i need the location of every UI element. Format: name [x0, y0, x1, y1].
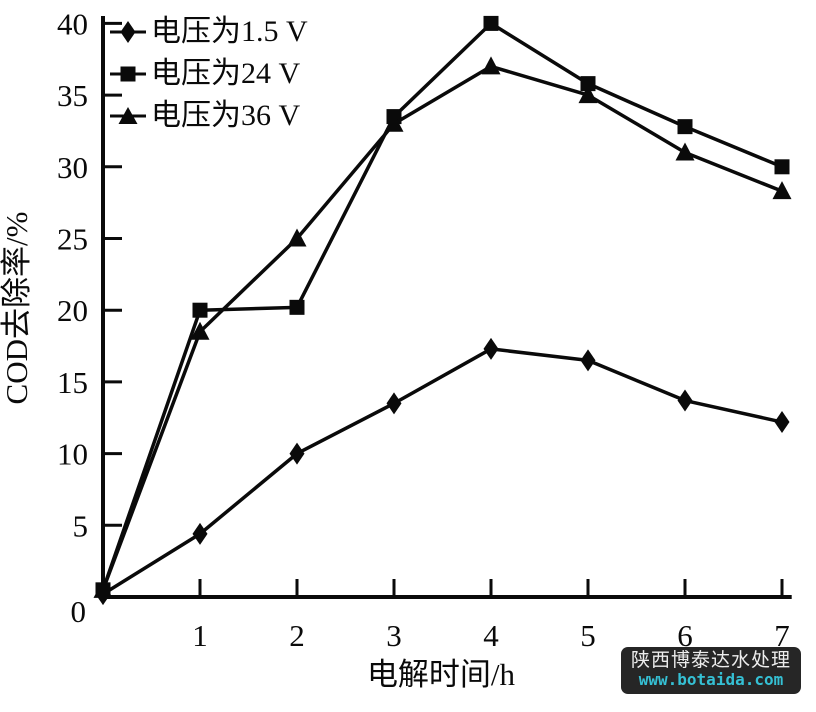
data-point-marker-series2: [578, 85, 598, 104]
x-tick-label: 7: [774, 618, 790, 653]
legend-label: 电压为24 V: [151, 57, 301, 90]
data-point-marker-series2: [675, 142, 695, 161]
y-tick-label: 40: [57, 6, 88, 41]
y-axis-label: COD去除率/%: [0, 212, 34, 405]
x-tick-label: 1: [192, 618, 208, 653]
data-point-marker-series0: [677, 389, 693, 412]
watermark-company-name: 陕西博泰达水处理: [631, 650, 792, 671]
y-tick-label: 25: [57, 222, 88, 257]
triangle-marker-icon: [110, 107, 146, 124]
data-point-marker-series1: [289, 299, 305, 315]
data-point-marker-series2: [190, 321, 210, 340]
origin-tick-label: 0: [71, 594, 87, 629]
data-point-marker-series0: [289, 442, 305, 465]
watermark-badge: 陕西博泰达水处理 www.botaida.com: [621, 647, 802, 694]
y-tick-label: 5: [73, 508, 89, 543]
legend-label: 电压为36 V: [151, 99, 301, 132]
legend-label: 电压为1.5 V: [151, 15, 308, 48]
data-point-marker-series2: [481, 56, 501, 75]
legend-item-1-5v: 电压为1.5 V: [106, 12, 308, 52]
y-tick-label: 35: [57, 78, 88, 113]
data-point-marker-series0: [774, 411, 790, 434]
diamond-marker-icon: [110, 21, 146, 43]
data-point-marker-series0: [192, 522, 208, 545]
data-point-marker-series0: [580, 349, 596, 372]
data-point-marker-series2: [772, 181, 792, 200]
x-tick-label: 5: [580, 618, 596, 653]
data-point-marker-series1: [677, 119, 693, 135]
series-line-1: [101, 21, 783, 591]
watermark-url: www.botaida.com: [638, 670, 784, 689]
data-point-marker-series1: [580, 76, 596, 92]
data-point-marker-series2: [384, 113, 404, 132]
data-point-marker-series0: [483, 337, 499, 360]
data-point-marker-series1: [192, 302, 208, 318]
y-tick-label: 15: [57, 365, 88, 400]
square-marker-icon: [110, 66, 146, 82]
y-tick-label: 20: [57, 293, 88, 328]
x-axis-label: 电解时间/h: [367, 657, 516, 692]
data-point-marker-series2: [287, 228, 307, 247]
series-line-2: [101, 64, 783, 591]
x-tick-label: 6: [677, 618, 693, 653]
data-point-marker-series2: [93, 579, 113, 598]
legend-item-36v: 电压为36 V: [106, 96, 308, 136]
x-tick-label: 3: [386, 618, 402, 653]
y-tick-label: 30: [57, 150, 88, 185]
x-tick-label: 4: [483, 618, 499, 653]
series-line-0: [102, 347, 783, 596]
legend-item-24v: 电压为24 V: [106, 54, 308, 94]
y-tick-label: 10: [57, 437, 88, 472]
legend: 电压为1.5 V 电压为24 V 电压为36 V: [106, 12, 308, 136]
x-tick-label: 2: [289, 618, 305, 653]
data-point-marker-series1: [483, 15, 499, 31]
data-point-marker-series1: [774, 159, 790, 175]
data-point-marker-series0: [386, 392, 402, 415]
